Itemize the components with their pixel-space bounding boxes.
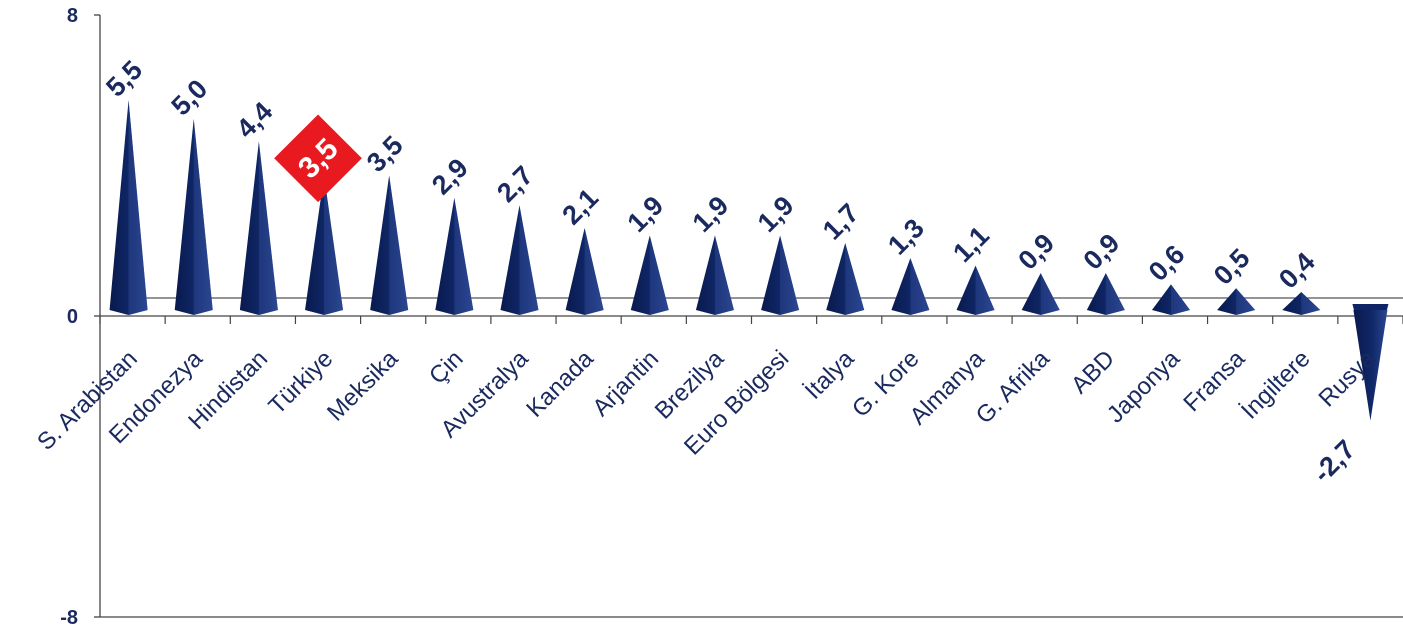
category-label-japonya: Japonya	[1102, 345, 1186, 429]
svg-text:1,7: 1,7	[817, 198, 865, 246]
bar-cin	[435, 197, 474, 315]
bar-japonya	[1151, 284, 1190, 315]
value-label-almanya: 1,1	[947, 220, 995, 268]
svg-text:3,5: 3,5	[361, 130, 409, 178]
bar-hindistan	[239, 141, 278, 315]
svg-text:1,9: 1,9	[687, 190, 735, 238]
svg-text:-2,7: -2,7	[1307, 434, 1361, 488]
svg-text:4,4: 4,4	[231, 96, 279, 144]
category-label-kanada: Kanada	[521, 345, 599, 423]
bar-g-afrika	[1021, 273, 1060, 315]
category-label-ingiltere: İngiltere	[1236, 345, 1315, 424]
value-label-brezilya: 1,9	[687, 190, 735, 238]
bar-fransa	[1217, 288, 1256, 315]
axes: 8 0 -8	[60, 5, 1403, 629]
category-labels: S. ArabistanEndonezyaHindistanTürkiyeMek…	[32, 345, 1381, 461]
bar-euro-bolgesi	[761, 235, 800, 315]
value-label-endonezya: 5,0	[165, 74, 213, 122]
bar-kanada	[565, 227, 604, 315]
svg-text:2,7: 2,7	[491, 160, 539, 208]
svg-text:1,9: 1,9	[622, 190, 670, 238]
bar-meksika	[370, 175, 409, 315]
bar-g-kore	[891, 258, 930, 315]
svg-text:0,5: 0,5	[1208, 243, 1256, 291]
bar-abd	[1086, 273, 1125, 315]
svg-text:2,9: 2,9	[426, 153, 474, 201]
value-label-meksika: 3,5	[361, 130, 409, 178]
value-label-turkiye: 3,5	[274, 114, 362, 203]
bar-ingiltere	[1282, 291, 1321, 315]
category-label-arjantin: Arjantin	[587, 345, 664, 422]
highlight-badge	[274, 114, 362, 203]
value-label-kanada: 2,1	[556, 183, 604, 231]
svg-text:5,5: 5,5	[100, 55, 148, 103]
svg-text:0,4: 0,4	[1273, 247, 1321, 295]
y-tick-label: 0	[67, 306, 78, 328]
bar-italya	[826, 243, 865, 315]
svg-text:1,3: 1,3	[882, 213, 930, 261]
value-label-g-afrika: 0,9	[1012, 228, 1060, 276]
value-label-rusya: -2,7	[1307, 434, 1361, 488]
svg-text:0,9: 0,9	[1012, 228, 1060, 276]
value-label-italya: 1,7	[817, 198, 865, 246]
bar-rusya	[1352, 304, 1389, 421]
value-label-hindistan: 4,4	[231, 96, 279, 144]
svg-text:1,9: 1,9	[752, 190, 800, 238]
y-tick-label: 8	[67, 5, 78, 27]
y-tick-label: -8	[60, 607, 78, 629]
svg-text:2,1: 2,1	[556, 183, 604, 231]
value-label-abd: 0,9	[1078, 228, 1126, 276]
svg-text:0,9: 0,9	[1078, 228, 1126, 276]
value-label-arjantin: 1,9	[622, 190, 670, 238]
value-label-japonya: 0,6	[1143, 239, 1191, 287]
bar-endonezya	[174, 118, 213, 315]
value-label-avustralya: 2,7	[491, 160, 539, 208]
bar-almanya	[956, 265, 995, 315]
bar-avustralya	[500, 205, 539, 315]
svg-text:0,6: 0,6	[1143, 239, 1191, 287]
bar-brezilya	[695, 235, 734, 315]
value-label-euro-bolgesi: 1,9	[752, 190, 800, 238]
category-label-abd: ABD	[1066, 345, 1120, 399]
bars	[109, 100, 1389, 421]
category-label-g-afrika: G. Afrika	[971, 345, 1056, 430]
value-label-cin: 2,9	[426, 153, 474, 201]
bar-s-arabistan	[109, 100, 148, 315]
value-label-fransa: 0,5	[1208, 243, 1256, 291]
category-label-italya: İtalya	[800, 345, 860, 405]
value-label-s-arabistan: 5,5	[100, 55, 148, 103]
category-label-meksika: Meksika	[322, 345, 404, 427]
category-label-cin: Çin	[424, 345, 469, 390]
svg-text:1,1: 1,1	[947, 220, 995, 268]
svg-text:5,0: 5,0	[165, 74, 213, 122]
value-label-ingiltere: 0,4	[1273, 247, 1321, 295]
bar-turkiye	[305, 175, 344, 315]
bar-arjantin	[630, 235, 669, 315]
value-label-g-kore: 1,3	[882, 213, 930, 261]
